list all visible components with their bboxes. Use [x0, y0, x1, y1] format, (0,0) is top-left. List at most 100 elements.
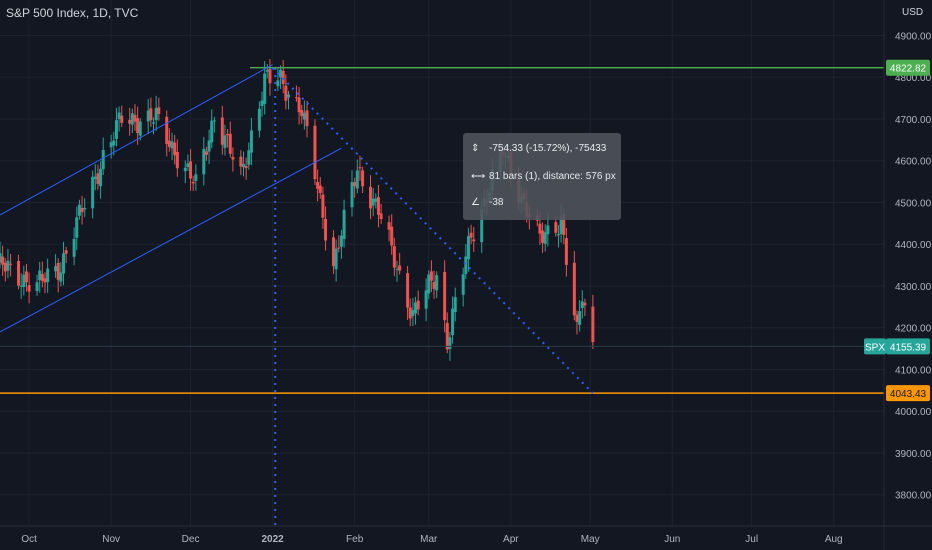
- candle-body: [453, 297, 457, 313]
- x-tick-label: Apr: [503, 534, 519, 545]
- candle-body: [424, 290, 428, 309]
- candle-body: [543, 232, 547, 244]
- candle-body: [165, 116, 169, 144]
- candle-body: [64, 250, 68, 254]
- currency-label: USD: [902, 7, 924, 18]
- candles: [0, 58, 595, 361]
- candle-body: [210, 120, 214, 143]
- candle-body: [316, 181, 320, 189]
- candle-body: [464, 256, 468, 275]
- candle-body: [3, 262, 7, 272]
- candle-body: [572, 262, 576, 316]
- candle-body: [22, 274, 26, 288]
- bar-range-icon: ⟷: [471, 171, 486, 182]
- candle-body: [398, 265, 402, 271]
- candle-body: [294, 97, 298, 99]
- resistance-price-tag: 4822.82: [890, 64, 927, 75]
- candle-body: [96, 173, 100, 184]
- candle-body: [6, 260, 10, 271]
- symbol-tag: SPX: [865, 342, 885, 353]
- candle-body: [38, 270, 42, 281]
- candle-body: [392, 246, 396, 268]
- candle-body: [416, 300, 420, 310]
- candle-body: [80, 207, 84, 213]
- candle-body: [149, 108, 153, 121]
- candle-body: [559, 216, 563, 235]
- candle-body: [220, 117, 224, 145]
- y-tick-label: 4900.00: [895, 31, 932, 42]
- candle-body: [406, 273, 410, 308]
- candle-body: [152, 122, 156, 124]
- candle-body: [554, 222, 558, 233]
- x-tick-label: Jul: [745, 534, 758, 545]
- candle-body: [358, 167, 362, 169]
- candle-body: [324, 218, 328, 241]
- candle-body: [231, 157, 235, 160]
- candle-body: [472, 239, 476, 242]
- candle-body: [24, 271, 28, 283]
- candle-body: [538, 223, 542, 234]
- x-tick-label: Aug: [825, 534, 843, 545]
- candle-body: [466, 236, 470, 260]
- candle-body: [138, 121, 142, 136]
- candle-body: [17, 261, 21, 286]
- candle-body: [114, 120, 118, 139]
- candle-body: [556, 234, 560, 236]
- candle-body: [77, 204, 81, 216]
- candle-body: [249, 130, 253, 153]
- candle-body: [300, 109, 304, 117]
- candle-body: [580, 301, 584, 308]
- candle-body: [186, 163, 190, 168]
- x-tick-label: Jun: [664, 534, 680, 545]
- current-price-tag: 4155.39: [890, 342, 927, 353]
- x-tick-label: Oct: [21, 534, 37, 545]
- support-price-tag-bg: [886, 385, 930, 402]
- candle-body: [83, 207, 87, 210]
- candle-body: [202, 148, 206, 175]
- measure-bars: 81 bars (1: [489, 171, 535, 182]
- candle-body: [284, 85, 288, 101]
- candle-body: [19, 285, 23, 287]
- candle-body: [353, 182, 357, 187]
- angle-icon: ∠: [471, 197, 480, 208]
- candle-body: [313, 125, 317, 180]
- candle-body: [40, 274, 44, 281]
- candle-body: [46, 268, 50, 283]
- candle-body: [146, 110, 150, 122]
- candle-body: [194, 174, 198, 181]
- candle-body: [432, 282, 436, 289]
- candle-body: [112, 140, 116, 146]
- candle-body: [204, 151, 208, 155]
- candle-body: [120, 115, 124, 123]
- candle-body: [133, 115, 137, 122]
- x-tick-label: Dec: [182, 534, 200, 545]
- support-price-tag: 4043.43: [890, 389, 927, 400]
- candle-body: [43, 278, 47, 283]
- candle-body: [154, 107, 158, 121]
- candle-body: [414, 302, 418, 314]
- grid: [0, 0, 884, 526]
- candle-body: [355, 170, 359, 189]
- candle-body: [297, 97, 301, 113]
- y-tick-label: 4600.00: [895, 157, 932, 168]
- measure-bars-tail: ), distance: 576 px: [534, 171, 616, 182]
- y-tick-label: 4300.00: [895, 282, 932, 293]
- candle-body: [0, 253, 2, 263]
- candle-body: [276, 80, 280, 87]
- candle-body: [334, 248, 338, 270]
- candle-body: [93, 176, 97, 179]
- candle-body: [408, 307, 412, 319]
- candle-body: [99, 168, 103, 187]
- candle-body: [173, 142, 177, 156]
- chart-title: S&P 500 Index, 1D, TVC: [6, 6, 139, 20]
- candle-body: [411, 310, 415, 317]
- candle-body: [591, 306, 595, 343]
- candle-body: [260, 100, 264, 107]
- candle-body: [369, 186, 373, 209]
- candle-body: [451, 308, 455, 336]
- candle-body: [175, 151, 179, 169]
- candle-body: [379, 213, 383, 220]
- candle-body: [371, 198, 375, 206]
